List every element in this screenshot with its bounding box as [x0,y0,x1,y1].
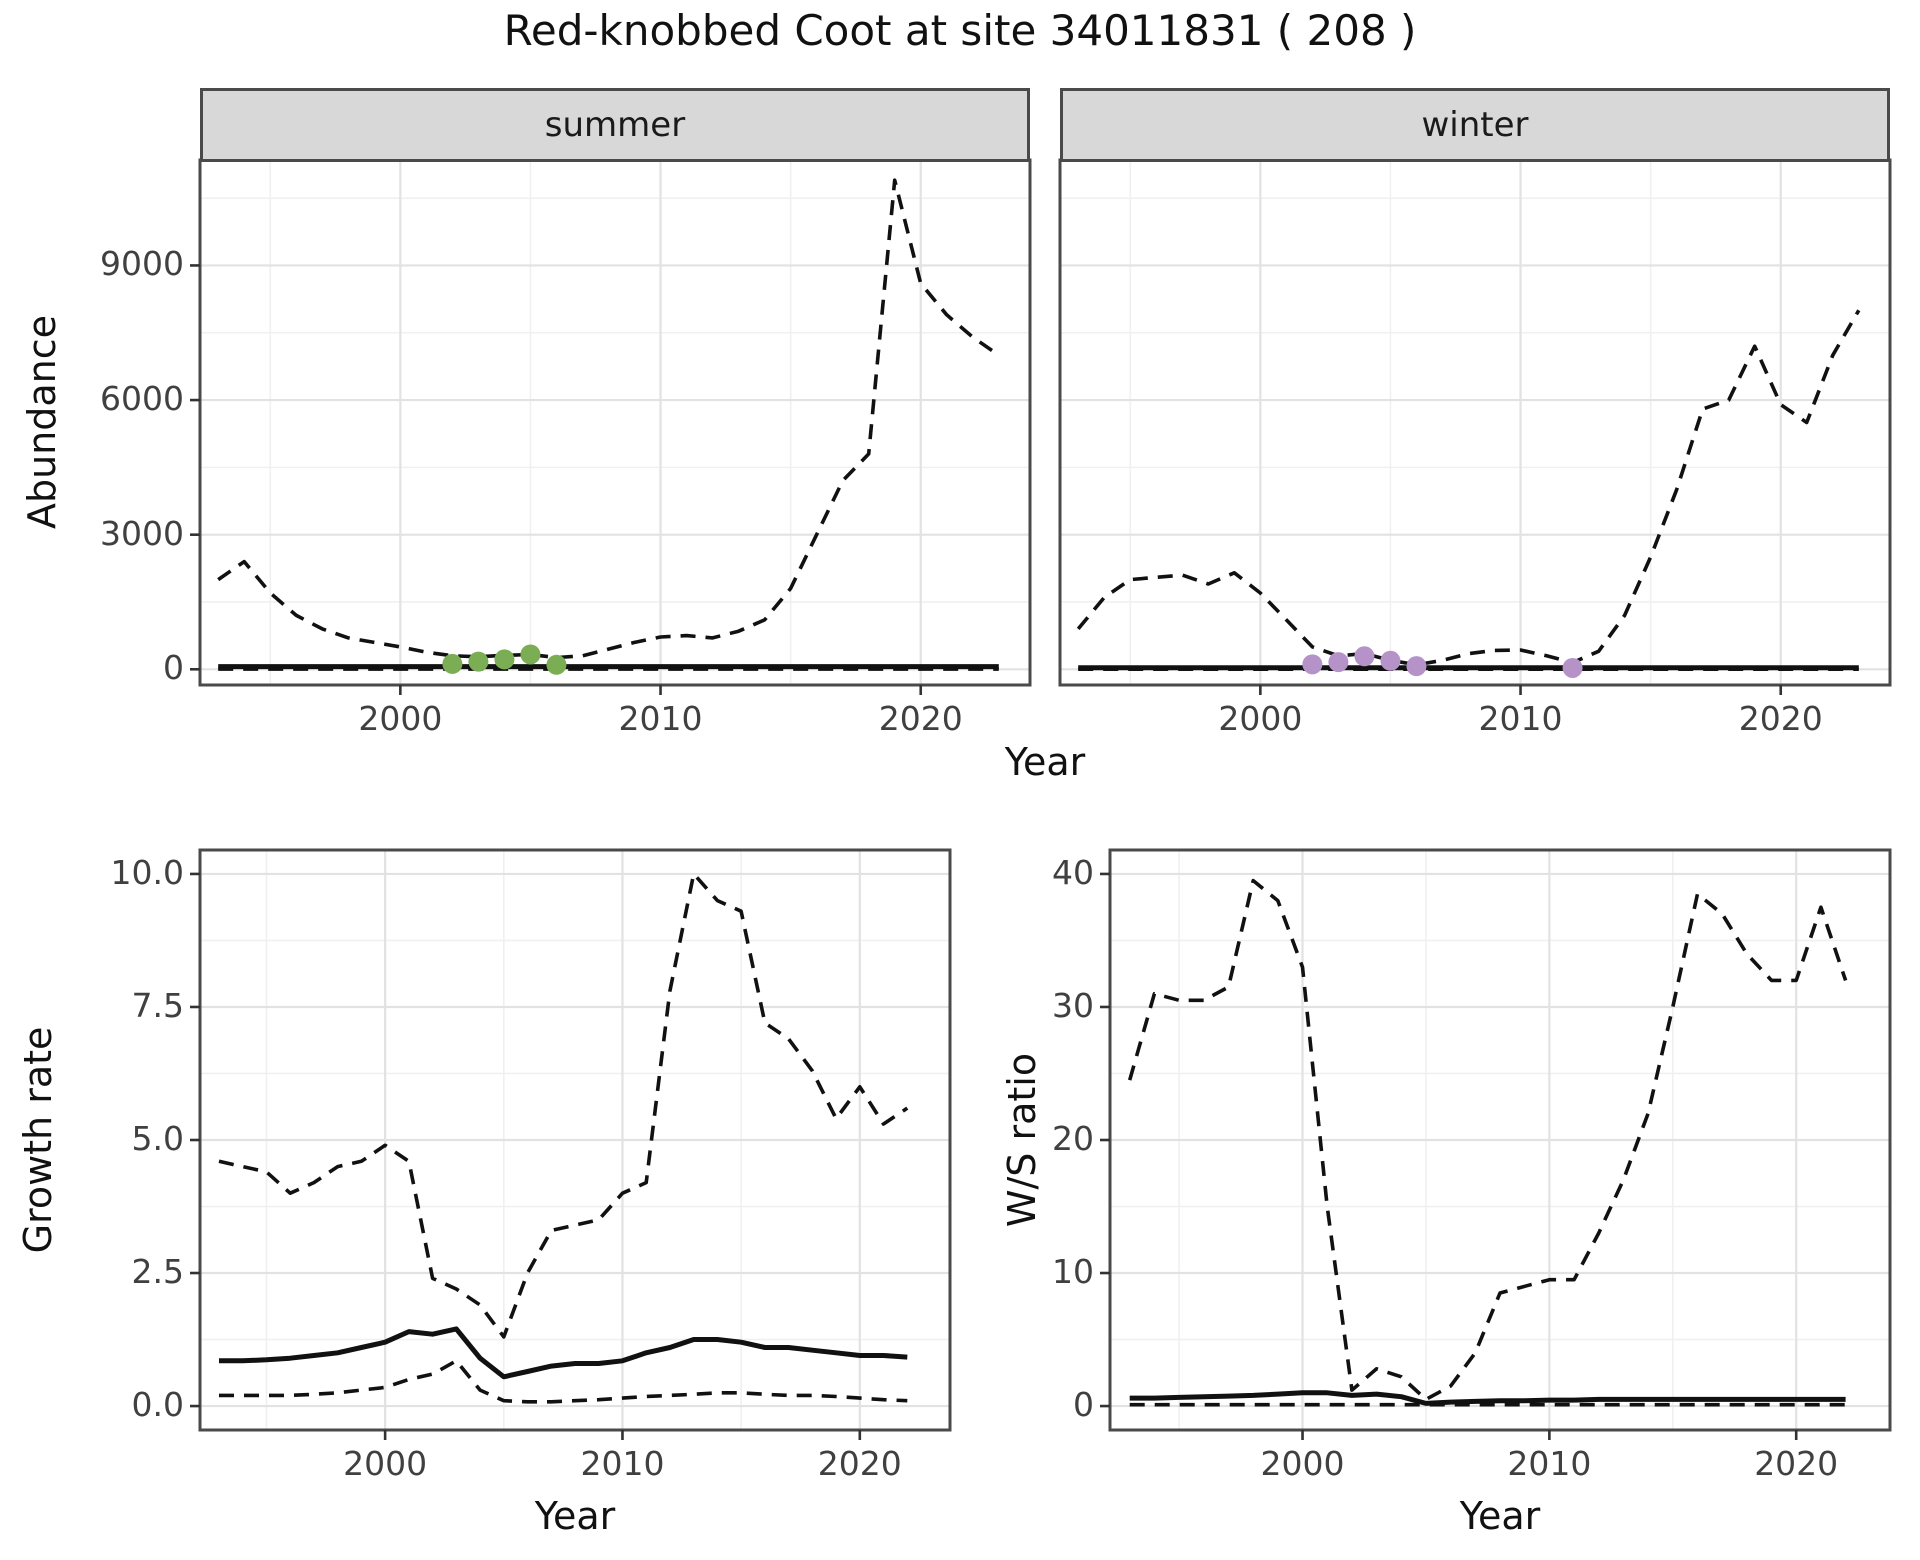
x-tick-label-ws-ratio: 2010 [1507,1444,1592,1483]
point-winter-observed-counts [1302,654,1323,675]
panel-border-abundance-summer [198,158,1032,687]
y-tick-label-abundance-summer: 9000 [100,244,184,284]
y-tick-label-growth-rate: 2.5 [131,1252,184,1292]
year-axis-title-ws: Year [1459,1494,1541,1538]
point-summer-observed-counts [468,651,489,672]
series-growth-rate-lower-ci-dashed [219,1359,908,1404]
y-tick-label-growth-rate: 5.0 [131,1119,184,1158]
point-summer-observed-counts [520,644,541,665]
abundance-axis-title: Abundance [20,314,64,530]
point-summer-observed-counts [442,653,463,674]
series-ws-ratio-upper-ci-dashed [1127,878,1848,1402]
point-summer-observed-counts [494,649,515,670]
x-tick-label-ws-ratio: 2020 [1754,1444,1839,1483]
year-axis-title-growth: Year [534,1494,616,1538]
y-tick-label-abundance-summer: 3000 [100,513,184,553]
x-tick-label-abundance-winter: 2010 [1478,699,1563,738]
x-tick-label-growth-rate: 2020 [817,1444,902,1483]
x-tick-label-growth-rate: 2010 [580,1444,665,1483]
facet-strip-winter-label: winter [1421,105,1529,145]
y-tick-label-growth-rate: 10.0 [110,852,184,892]
series-abundance-winter-upper-ci-dashed [1076,309,1861,667]
x-tick-label-abundance-summer: 2020 [878,699,963,738]
y-tick-label-ws-ratio: 20 [1052,1119,1094,1158]
series-abundance-summer-upper-ci-dashed [217,178,1000,660]
point-winter-observed-counts [1562,657,1583,678]
y-tick-label-abundance-summer: 0 [163,648,184,688]
panel-border-abundance-winter [1058,158,1892,687]
series-growth-rate-upper-ci-dashed [218,872,909,1339]
x-tick-label-abundance-summer: 2000 [358,699,443,738]
y-tick-label-ws-ratio: 10 [1052,1252,1094,1292]
x-tick-label-growth-rate: 2000 [343,1444,428,1483]
y-tick-label-ws-ratio: 40 [1052,852,1094,892]
point-winter-observed-counts [1328,652,1349,673]
x-tick-label-abundance-winter: 2020 [1738,699,1823,738]
x-tick-label-abundance-summer: 2010 [618,699,703,738]
point-summer-observed-counts [546,654,567,675]
y-tick-label-abundance-summer: 6000 [100,379,184,419]
series-growth-rate-estimate-solid [219,1326,908,1380]
x-tick-label-ws-ratio: 2000 [1260,1444,1345,1483]
y-tick-label-ws-ratio: 30 [1052,985,1094,1025]
facet-strip-summer-label: summer [544,105,686,145]
point-winter-observed-counts [1354,646,1375,667]
y-tick-label-ws-ratio: 0 [1073,1385,1094,1425]
chart-title: Red-knobbed Coot at site 34011831 ( 208 … [503,6,1417,55]
point-winter-observed-counts [1380,650,1401,671]
facet-strip-summer: summer [200,88,1030,162]
year-axis-title-top: Year [1004,740,1086,784]
series-ws-ratio-estimate-solid [1129,1390,1846,1406]
x-tick-label-abundance-winter: 2000 [1218,699,1303,738]
facet-strip-winter: winter [1060,88,1890,162]
y-tick-label-growth-rate: 0.0 [131,1385,184,1425]
point-winter-observed-counts [1406,656,1427,677]
y-tick-label-growth-rate: 7.5 [131,985,184,1025]
